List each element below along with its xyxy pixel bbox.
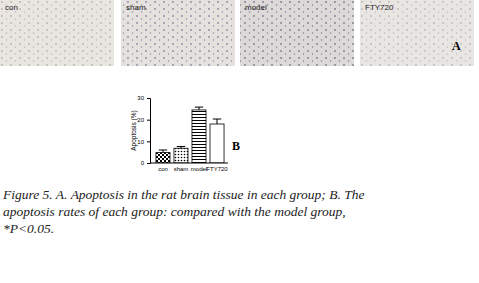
caption-line: apoptosis rates of each group: compared … [3,204,346,219]
y-tick: 10 [137,139,150,145]
error-bar [195,107,203,110]
bar [156,153,170,163]
y-tick-mark [147,98,150,99]
x-axis: conshammodelFTY720 [150,163,228,172]
micrograph-label: model [245,3,267,12]
micrograph-label: con [5,3,18,12]
micrograph-image [0,0,114,66]
x-tick: FTY720 [206,163,228,172]
x-tick: con [158,163,168,172]
panel-label: B [232,139,240,153]
x-tick-label: sham [174,166,189,172]
y-tick: 0 [141,160,150,166]
bar [174,148,188,163]
x-tick-label: model [191,166,207,172]
y-axis-title: Apoptosis (%) [130,110,138,150]
error-bar [213,119,221,124]
micrograph-label: FTY720 [365,3,394,12]
y-tick-label: 20 [137,117,144,123]
caption-line: *P<0.05. [3,221,54,236]
y-tick-label: 0 [141,160,145,166]
caption-line: Figure 5. A. Apoptosis in the rat brain … [2,187,365,202]
panel-label: A [452,39,461,53]
x-tick-label: con [158,166,168,172]
x-tick-label: FTY720 [206,166,228,172]
x-axis-line [150,163,228,164]
y-axis-line [147,99,151,164]
y-tick-mark [147,120,150,121]
bar [192,110,206,163]
y-tick-label: 30 [137,95,144,101]
error-bar [177,147,185,149]
micrograph-image [240,0,354,66]
y-tick-label: 10 [137,139,144,145]
y-tick: 30 [137,95,150,101]
micrograph: con [0,0,114,66]
plot-marks [156,107,224,163]
error-bar [159,150,167,153]
y-tick: 20 [137,117,150,123]
micrograph-image [121,0,235,66]
y-tick-mark [147,163,150,164]
micrograph: model [240,0,354,66]
x-tick: model [191,163,207,172]
y-tick-mark [147,141,150,142]
x-tick: sham [174,163,189,172]
micrograph: FTY720 [360,0,474,66]
micrograph-image [360,0,474,66]
micrograph-label: sham [126,3,146,12]
y-axis: 0 10 20 30 [137,95,150,166]
figure: conshammodelFTY720A0102030conshammodelFT… [0,0,479,283]
bar [210,124,224,163]
micrograph: sham [121,0,235,66]
